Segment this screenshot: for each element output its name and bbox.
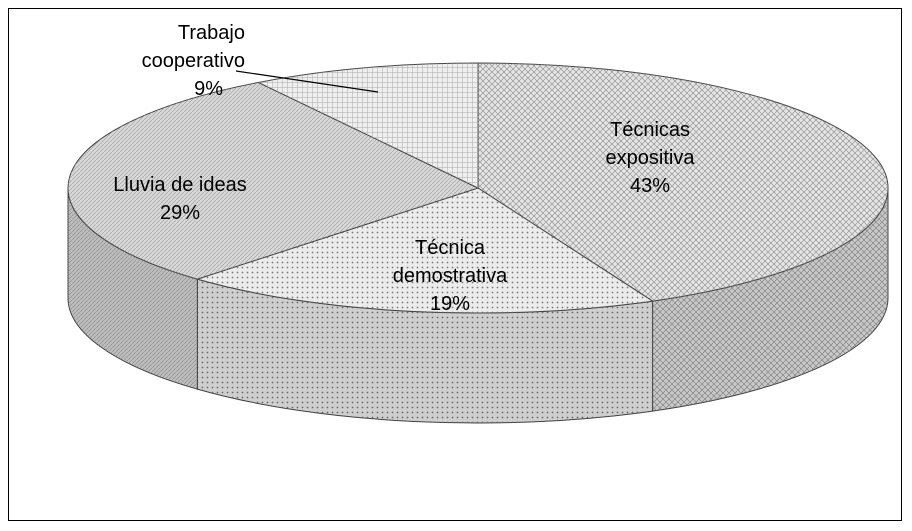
leader-line xyxy=(235,70,379,93)
side-texture xyxy=(197,279,653,424)
value-label: 43% xyxy=(629,175,671,197)
side-shade xyxy=(197,279,653,424)
category-label: Lluvia de ideas xyxy=(113,174,247,196)
value-label: 19% xyxy=(429,293,471,315)
category-label: Técnica demostrativa xyxy=(392,237,508,287)
chart-frame xyxy=(8,8,902,521)
slice-texture xyxy=(258,63,478,188)
slice-texture xyxy=(197,188,653,313)
data-label: Técnica demostrativa 19% xyxy=(360,234,540,318)
value-label: 29% xyxy=(159,202,201,224)
slice-texture xyxy=(67,82,478,280)
side-shade xyxy=(68,188,198,390)
data-label: Lluvia de ideas 29% xyxy=(110,171,250,227)
value-label: 9% xyxy=(194,78,223,100)
side-texture xyxy=(68,188,198,390)
category-label: Trabajo cooperativo xyxy=(141,22,245,72)
category-label: Técnicas expositiva xyxy=(605,119,695,169)
data-label: Trabajo cooperativo 9% xyxy=(95,19,245,103)
side-shade xyxy=(652,188,888,412)
data-label: Técnicas expositiva 43% xyxy=(570,116,730,200)
side-texture xyxy=(652,188,888,412)
slice-texture xyxy=(478,63,889,302)
